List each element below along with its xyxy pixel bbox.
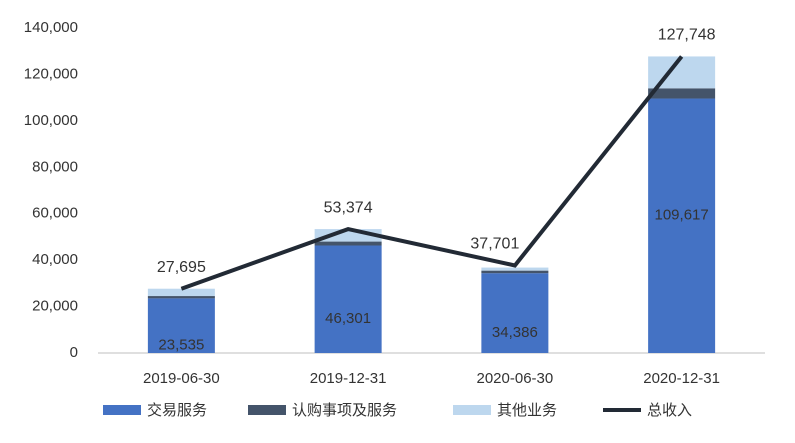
total-line bbox=[180, 55, 684, 291]
bar-segment bbox=[314, 245, 382, 353]
bar-value-label: 34,386 bbox=[492, 324, 538, 341]
y-tick-label: 60,000 bbox=[32, 205, 78, 222]
bar-segment bbox=[147, 296, 215, 299]
legend-swatch bbox=[103, 405, 141, 415]
y-tick-label: 40,000 bbox=[32, 251, 78, 268]
line-value-label: 37,701 bbox=[470, 236, 519, 253]
x-tick-label: 2019-06-30 bbox=[143, 370, 220, 387]
x-tick-label: 2020-12-31 bbox=[643, 370, 720, 387]
x-tick-label: 2020-06-30 bbox=[477, 370, 554, 387]
bar-segment bbox=[481, 267, 549, 271]
bar-value-label: 23,535 bbox=[158, 337, 204, 354]
y-tick-label: 80,000 bbox=[32, 158, 78, 175]
bar-segment bbox=[481, 273, 549, 353]
y-tick-label: 140,000 bbox=[24, 19, 78, 36]
legend-label: 交易服务 bbox=[147, 401, 207, 419]
bar-segment bbox=[481, 270, 549, 274]
y-tick-label: 20,000 bbox=[32, 298, 78, 315]
y-tick-label: 120,000 bbox=[24, 65, 78, 82]
line-value-label: 127,748 bbox=[658, 27, 716, 44]
bar-value-label: 46,301 bbox=[325, 310, 371, 327]
bar-segment bbox=[147, 288, 215, 297]
y-tick-label: 0 bbox=[70, 344, 78, 361]
legend-swatch bbox=[248, 405, 286, 415]
legend-label: 其他业务 bbox=[497, 402, 557, 419]
x-tick-label: 2019-12-31 bbox=[310, 370, 387, 387]
bar-segment bbox=[648, 98, 716, 353]
legend-swatch bbox=[453, 405, 491, 415]
legend-label: 总收入 bbox=[647, 402, 692, 419]
bar-segment bbox=[314, 241, 382, 246]
y-tick-label: 100,000 bbox=[24, 112, 78, 129]
line-value-label: 53,374 bbox=[324, 199, 373, 216]
bar-value-label: 109,617 bbox=[655, 207, 709, 224]
legend-label: 认购事项及服务 bbox=[292, 402, 397, 419]
line-value-label: 27,695 bbox=[157, 259, 206, 276]
bar-segment bbox=[648, 88, 716, 99]
bar-segment bbox=[147, 298, 215, 353]
